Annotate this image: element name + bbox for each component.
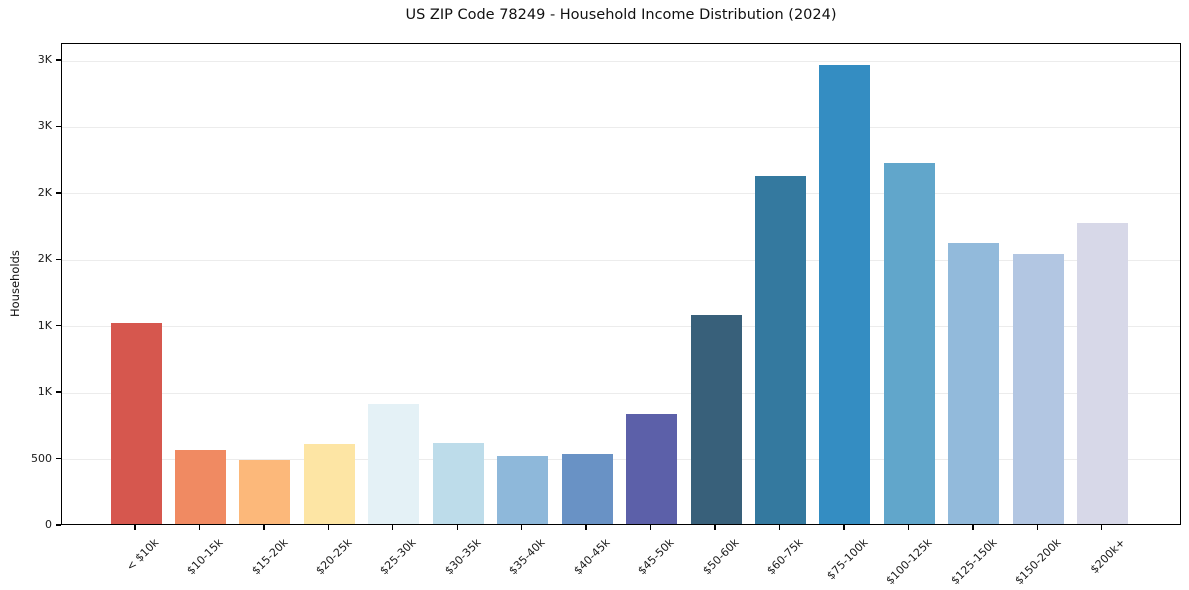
gridline [62,60,1180,62]
x-tick-mark [843,525,845,530]
x-tick-label: $35-40k [506,536,548,578]
x-tick-mark [521,525,523,530]
x-tick-mark [456,525,458,530]
bar [819,64,871,524]
x-tick-mark [907,525,910,530]
x-tick-label: $50-60k [699,536,742,578]
plot-area [61,43,1181,525]
gridline [62,259,1180,261]
bar [883,162,935,524]
bar [561,453,613,524]
x-tick-label: $150-200k [1012,536,1064,588]
y-tick-label: 3K [37,119,52,133]
x-tick-mark [714,525,716,530]
y-tick-mark [56,59,61,61]
x-tick-label: $200k+ [1087,536,1128,577]
bar [239,460,291,524]
bar [432,442,484,524]
bar [755,175,806,524]
x-tick-mark [263,525,265,530]
x-tick-mark [778,525,781,530]
x-tick-mark [327,525,330,530]
y-tick-mark [56,524,61,526]
gridline [62,326,1180,328]
y-tick-label: 2K [37,185,52,199]
bar [1012,254,1064,524]
x-tick-mark [134,525,136,530]
x-tick-label: $75-100k [823,536,871,583]
x-tick-label: $100-125k [883,536,935,588]
bar [948,243,1000,524]
bar [1077,223,1129,524]
y-tick-label: 3K [37,53,52,66]
y-tick-mark [56,125,61,128]
x-tick-mark [585,525,587,530]
bar [110,322,162,524]
bar [690,314,742,524]
x-tick-mark [392,525,394,530]
x-tick-label: $60-75k [764,536,806,578]
gridline [62,392,1180,394]
y-tick-label: 1K [37,318,52,332]
bar [174,450,226,524]
chart-title: US ZIP Code 78249 - Household Income Dis… [405,7,837,23]
y-tick-label: 500 [31,451,52,465]
x-tick-label: $45-50k [635,536,677,578]
x-tick-label: $15-20k [248,536,291,578]
x-tick-mark [1036,525,1038,530]
bar [497,455,549,524]
y-tick-mark [56,391,61,393]
x-tick-mark [198,525,201,530]
x-tick-mark [972,525,974,530]
x-tick-label: $25-30k [377,536,420,578]
x-tick-label: $40-45k [571,536,613,578]
y-tick-label: 2K [37,252,52,266]
x-tick-label: $10-15k [184,536,226,578]
y-tick-mark [56,258,61,260]
y-tick-label: 1K [37,385,52,399]
x-tick-mark [649,525,652,530]
y-tick-mark [56,192,61,194]
bar [626,414,678,524]
x-tick-label: $20-25k [313,536,355,578]
bar [368,404,420,524]
x-tick-label: $30-35k [442,536,484,578]
gridline [62,126,1180,128]
x-tick-mark [1101,525,1103,530]
x-tick-label: $125-150k [947,536,1000,588]
y-tick-mark [56,325,61,327]
x-tick-label: < $10k [123,536,162,574]
bar [303,444,355,524]
y-tick-mark [56,457,61,460]
y-tick-label: 0 [45,518,52,531]
gridline [62,459,1180,461]
gridline [62,193,1180,195]
